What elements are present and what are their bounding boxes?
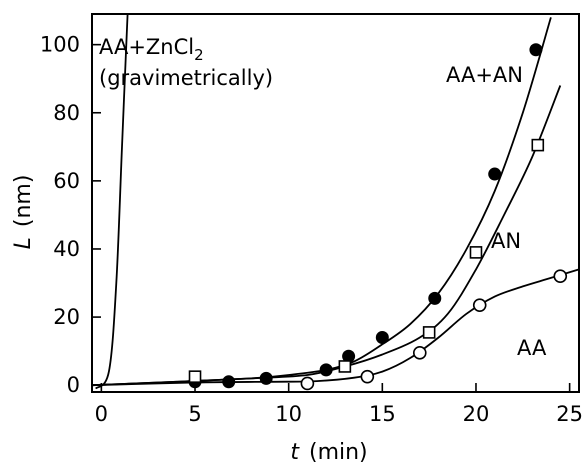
point-aa-an (529, 43, 543, 57)
y-tick-label: 0 (67, 373, 80, 397)
point-aa (553, 269, 568, 284)
annotation-line-1: AA+ZnCl2 (99, 35, 204, 64)
svg-text:L(nm): L (nm) (11, 175, 36, 250)
annotation-subscript: 2 (194, 46, 204, 64)
y-tick-label: 40 (53, 237, 80, 261)
fitted-curves (91, 13, 580, 390)
y-tick-label: 20 (53, 305, 80, 329)
point-aa-an (375, 331, 389, 345)
point-aa-an (319, 363, 333, 377)
point-aa-an (222, 375, 236, 389)
y-tick-label: 80 (53, 101, 80, 125)
y-axis-title: L (nm) (11, 175, 36, 250)
point-aa (412, 346, 427, 360)
x-axis-symbol: t (290, 440, 300, 464)
point-aa-an (342, 349, 356, 363)
point-aa-an (488, 167, 502, 181)
x-tick-label: 0 (95, 402, 108, 426)
x-axis-unit: (min) (309, 440, 368, 464)
x-tick-label: 20 (463, 402, 490, 426)
y-tick-label: 100 (40, 33, 80, 57)
point-aa (360, 369, 375, 384)
point-an (422, 326, 436, 339)
plot-frame (91, 13, 580, 393)
curve-aa (91, 268, 580, 387)
point-an (338, 360, 352, 373)
y-tick-label: 60 (53, 169, 80, 193)
point-aa-an (428, 291, 442, 305)
point-an (531, 138, 545, 152)
point-an (188, 370, 202, 383)
gravimetric-curve (94, 13, 129, 390)
annotation-line-2: (gravimetrically) (99, 66, 273, 90)
point-an (469, 246, 483, 259)
series-label-aa: AA (517, 336, 547, 360)
y-axis-unit: (nm) (11, 175, 36, 228)
y-axis-symbol: L (11, 237, 36, 249)
x-axis-title: t (min) (290, 440, 367, 464)
x-tick-label: 5 (188, 402, 201, 426)
point-aa (472, 298, 487, 312)
annotation-main-text: AA+ZnCl (99, 35, 194, 59)
series-label-aa-an: AA+AN (446, 63, 523, 87)
x-tick-label: 25 (556, 402, 583, 426)
data-markers (188, 43, 568, 391)
series-label-an: AN (491, 229, 521, 253)
point-aa (300, 376, 315, 391)
point-aa-an (259, 371, 273, 385)
x-tick-label: 15 (369, 402, 396, 426)
x-tick-label: 10 (275, 402, 302, 426)
